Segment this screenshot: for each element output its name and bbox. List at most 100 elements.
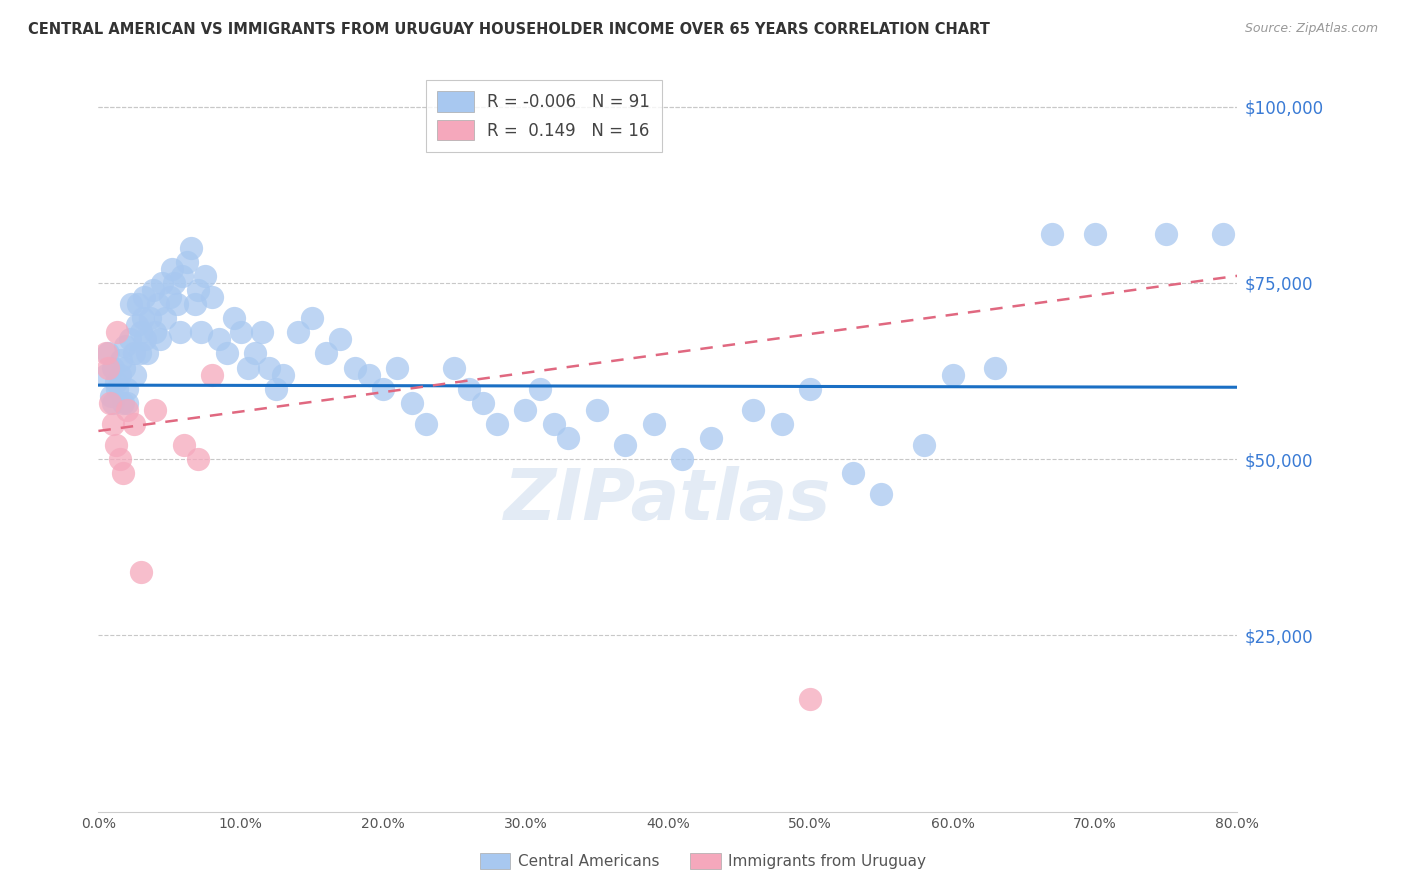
Point [135,346,157,360]
Point [215,346,238,360]
Point [842,467,865,481]
Point [132,290,155,304]
Point [101,360,124,375]
Point [1154,227,1177,241]
Legend: R = -0.006   N = 91, R =  0.149   N = 16: R = -0.006 N = 91, R = 0.149 N = 16 [426,79,662,152]
Point [387,360,409,375]
Point [799,692,821,706]
Point [229,325,252,339]
Point [111,396,134,410]
Point [110,353,132,368]
Point [98,396,121,410]
Point [515,402,537,417]
Point [912,438,935,452]
Point [166,297,188,311]
Point [190,325,212,339]
Point [287,325,309,339]
Point [201,290,224,304]
Point [187,452,209,467]
Point [401,396,423,410]
Point [870,487,893,501]
Point [104,375,127,389]
Point [124,368,146,382]
Point [94,346,117,360]
Point [301,311,323,326]
Point [236,360,259,375]
Point [1212,227,1234,241]
Point [585,402,607,417]
Point [1040,227,1063,241]
Point [273,368,295,382]
Point [97,360,120,375]
Point [149,332,172,346]
Point [315,346,337,360]
Point [243,346,266,360]
Point [373,382,395,396]
Point [148,297,170,311]
Point [201,368,224,382]
Point [104,438,127,452]
Point [129,325,152,339]
Point [543,417,565,431]
Point [115,396,138,410]
Point [699,431,721,445]
Point [111,467,134,481]
Point [187,283,209,297]
Point [194,268,217,283]
Point [125,318,148,333]
Point [557,431,579,445]
Point [799,382,821,396]
Point [222,311,245,326]
Point [742,402,765,417]
Point [529,382,551,396]
Point [184,297,207,311]
Point [155,311,177,326]
Point [118,332,141,346]
Point [128,346,150,360]
Point [112,360,135,375]
Point [145,325,167,339]
Point [162,261,184,276]
Point [141,283,163,297]
Point [122,346,145,360]
Point [471,396,494,410]
Text: CENTRAL AMERICAN VS IMMIGRANTS FROM URUGUAY HOUSEHOLDER INCOME OVER 65 YEARS COR: CENTRAL AMERICAN VS IMMIGRANTS FROM URUG… [28,22,990,37]
Point [97,346,120,360]
Point [108,452,131,467]
Point [172,268,194,283]
Point [984,360,1007,375]
Point [169,325,191,339]
Point [114,339,136,353]
Point [127,297,149,311]
Point [120,297,142,311]
Point [942,368,965,382]
Text: ZIPatlas: ZIPatlas [505,467,831,535]
Point [105,325,128,339]
Point [443,360,465,375]
Point [101,396,124,410]
Point [129,565,152,579]
Point [101,417,124,431]
Point [105,382,128,396]
Point [115,402,138,417]
Point [343,360,366,375]
Legend: Central Americans, Immigrants from Uruguay: Central Americans, Immigrants from Urugu… [474,847,932,875]
Point [173,438,195,452]
Point [250,325,273,339]
Point [259,360,281,375]
Point [357,368,380,382]
Point [671,452,693,467]
Point [145,402,167,417]
Point [208,332,231,346]
Point [614,438,637,452]
Point [134,332,156,346]
Point [122,417,145,431]
Point [1084,227,1107,241]
Point [100,389,122,403]
Point [138,311,160,326]
Point [159,290,181,304]
Point [94,368,117,382]
Point [163,276,186,290]
Point [152,276,174,290]
Point [115,382,138,396]
